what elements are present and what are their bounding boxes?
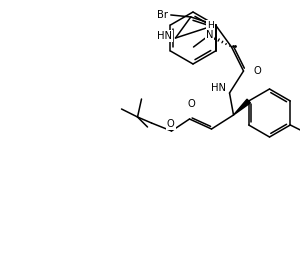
Polygon shape [233,99,250,115]
Text: O: O [167,119,175,129]
Text: HN: HN [211,83,226,93]
Text: O: O [188,99,195,109]
Text: HN: HN [157,31,172,41]
Text: Br: Br [157,10,168,20]
Text: H: H [207,21,214,30]
Text: N: N [206,30,213,40]
Text: O: O [254,66,261,76]
